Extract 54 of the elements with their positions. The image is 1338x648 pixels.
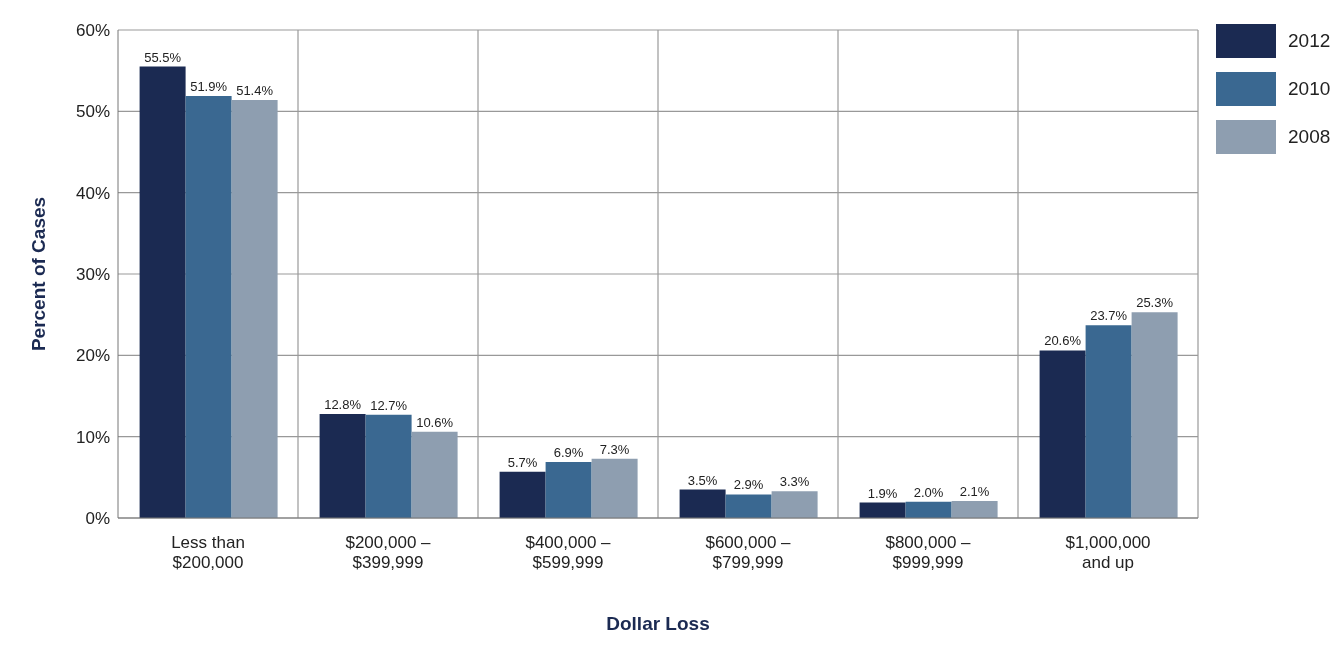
y-tick-label: 30%	[75, 265, 110, 285]
x-tick-label: Less than $200,000	[171, 533, 245, 572]
x-tick-label: $200,000 – $399,999	[345, 533, 432, 572]
bar	[905, 501, 952, 518]
data-label: 7.3%	[599, 441, 630, 457]
y-tick-label: 10%	[75, 427, 110, 447]
data-label: 10.6%	[416, 414, 454, 430]
y-tick-label: 0%	[85, 509, 110, 529]
legend-label: 2008	[1288, 126, 1331, 148]
data-label: 23.7%	[1090, 308, 1128, 324]
bar	[185, 95, 232, 518]
data-label: 51.9%	[190, 78, 228, 94]
data-label: 3.5%	[687, 472, 718, 488]
bar	[725, 494, 772, 518]
data-label: 2.0%	[913, 484, 944, 500]
data-label: 12.7%	[370, 397, 408, 413]
bar	[679, 489, 726, 518]
bar	[1131, 312, 1178, 518]
bar	[1085, 325, 1132, 518]
x-tick-label: $600,000 – $799,999	[705, 533, 792, 572]
bar	[1039, 350, 1086, 518]
bar	[319, 413, 366, 518]
bar	[231, 99, 278, 518]
bar	[499, 471, 546, 518]
data-label: 6.9%	[553, 444, 584, 460]
data-label: 12.8%	[324, 396, 362, 412]
bar	[139, 66, 186, 518]
y-axis-title: Percent of Cases	[27, 196, 49, 352]
data-label: 3.3%	[779, 474, 810, 490]
bar	[771, 491, 818, 518]
data-label: 2.9%	[733, 477, 764, 493]
bar	[591, 458, 638, 518]
bar	[951, 500, 998, 518]
data-label: 25.3%	[1136, 295, 1174, 311]
data-label: 20.6%	[1044, 333, 1082, 349]
legend-label: 2012	[1288, 30, 1331, 52]
y-tick-label: 60%	[75, 21, 110, 41]
y-tick-label: 50%	[75, 102, 110, 122]
data-label: 5.7%	[507, 454, 538, 470]
x-axis-title: Dollar Loss	[606, 613, 710, 634]
bar	[545, 461, 592, 518]
bar	[365, 414, 412, 518]
data-label: 51.4%	[236, 82, 274, 98]
y-tick-label: 40%	[75, 183, 110, 203]
x-tick-label: $1,000,000 and up	[1065, 533, 1151, 572]
legend-label: 2010	[1288, 78, 1331, 100]
bar	[411, 431, 458, 518]
data-label: 1.9%	[867, 485, 898, 501]
data-label: 55.5%	[144, 49, 182, 65]
x-tick-label: $400,000 – $599,999	[525, 533, 612, 572]
y-tick-label: 20%	[75, 346, 110, 366]
bar	[859, 502, 906, 518]
x-tick-label: $800,000 – $999,999	[885, 533, 972, 572]
data-label: 2.1%	[959, 483, 990, 499]
